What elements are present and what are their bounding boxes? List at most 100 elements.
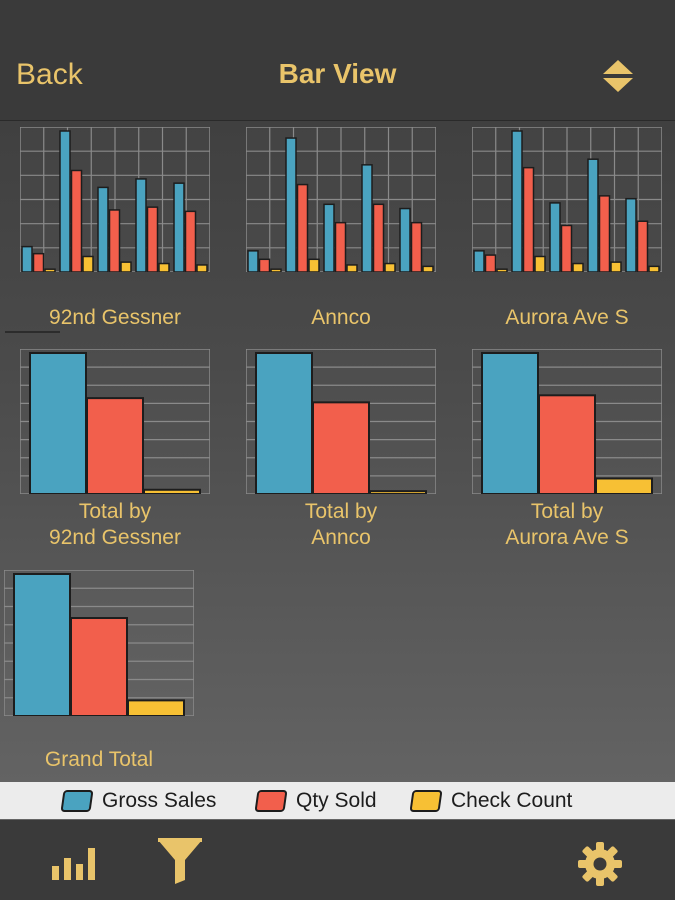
bar-gross-sales [255, 352, 313, 494]
bar-gross-sales [511, 130, 523, 272]
bar-qty-sold [258, 258, 271, 272]
bar-qty-sold [560, 224, 573, 272]
bar-qty-sold [108, 209, 121, 272]
selection-underline [5, 331, 60, 333]
bar-qty-sold [296, 183, 309, 272]
bar-check-count [610, 261, 622, 272]
bar-check-count [384, 262, 396, 272]
bar-gross-sales [29, 352, 87, 494]
chart-label: Aurora Ave S [472, 305, 662, 331]
bar-check-count [369, 490, 427, 494]
legend-label: Check Count [451, 788, 573, 812]
chart-label: Annco [246, 305, 436, 331]
bar-gross-sales [247, 250, 259, 272]
legend-swatch-gross-sales [60, 789, 94, 812]
bar-chart [20, 349, 210, 494]
chart-label-line: Total by [530, 500, 604, 523]
chart-label: Total by Aurora Ave S [472, 499, 662, 551]
bar-check-count [422, 265, 434, 272]
bar-qty-sold [484, 254, 497, 272]
gear-icon[interactable] [576, 840, 624, 888]
chart-label-line: Annco [311, 306, 371, 329]
legend: Gross Sales Qty Sold Check Count [0, 782, 675, 819]
bar-qty-sold [86, 397, 144, 494]
chart-label-line: 92nd Gessner [49, 526, 181, 549]
chart-label-line: 92nd Gessner [49, 306, 181, 329]
chart-label: 92nd Gessner [20, 305, 210, 331]
navigation-bar: Back Bar View [0, 0, 675, 121]
chart-label: Total by Annco [246, 499, 436, 551]
bar-qty-sold [522, 166, 535, 272]
bar-gross-sales [361, 164, 373, 272]
bar-qty-sold [32, 252, 45, 272]
bar-qty-sold [636, 220, 649, 272]
bar-qty-sold [184, 210, 197, 272]
chart-label-line: Total by [304, 500, 378, 523]
bar-gross-sales [21, 245, 33, 272]
bar-chart [246, 349, 436, 494]
bar-check-count [308, 258, 320, 272]
chart-cell[interactable]: Total by Aurora Ave S [472, 349, 662, 559]
legend-item-qty-sold: Qty Sold [254, 782, 377, 819]
bar-check-count [120, 261, 132, 272]
bar-check-count [270, 268, 282, 272]
bar-qty-sold [312, 401, 370, 494]
bar-chart-icon[interactable] [50, 844, 100, 880]
page-title: Bar View [278, 58, 397, 89]
bar-qty-sold [70, 169, 83, 272]
bar-check-count [346, 264, 358, 272]
legend-item-gross-sales: Gross Sales [60, 782, 217, 819]
bar-gross-sales [13, 573, 71, 716]
bar-qty-sold [598, 195, 611, 272]
bar-chart [20, 127, 210, 272]
bar-check-count [534, 255, 546, 272]
bar-qty-sold [146, 206, 159, 272]
chart-label: Total by 92nd Gessner [20, 499, 210, 551]
bar-check-count [127, 699, 185, 716]
back-button[interactable]: Back [16, 58, 83, 91]
legend-label: Gross Sales [102, 788, 217, 812]
chart-cell[interactable]: Grand Total [4, 570, 194, 807]
chart-label-line: Annco [311, 526, 371, 549]
chart-cell[interactable]: Total by Annco [246, 349, 436, 559]
bar-gross-sales [323, 203, 335, 272]
bar-gross-sales [97, 186, 109, 272]
bar-qty-sold [538, 394, 596, 494]
bar-qty-sold [372, 203, 385, 272]
chart-cell[interactable]: Aurora Ave S [472, 127, 662, 365]
chart-cell[interactable]: Total by 92nd Gessner [20, 349, 210, 559]
bar-gross-sales [285, 137, 297, 272]
bar-check-count [648, 265, 660, 272]
chart-label-line: Total by [78, 500, 152, 523]
bar-check-count [143, 488, 201, 494]
bar-chart [472, 127, 662, 272]
bar-qty-sold [410, 221, 423, 272]
legend-item-check-count: Check Count [409, 782, 573, 819]
chart-label-line: Aurora Ave S [505, 526, 629, 549]
bar-chart [246, 127, 436, 272]
sort-updown-icon[interactable] [600, 58, 636, 94]
legend-label: Qty Sold [296, 788, 377, 812]
bar-check-count [158, 262, 170, 272]
filter-funnel-icon[interactable] [158, 838, 202, 884]
bar-gross-sales [625, 197, 637, 272]
chart-label: Grand Total [4, 747, 194, 773]
bar-gross-sales [481, 352, 539, 494]
bar-check-count [44, 268, 56, 272]
bar-check-count [196, 264, 208, 272]
bar-check-count [82, 255, 94, 272]
bar-gross-sales [173, 182, 185, 272]
chart-cell[interactable]: 92nd Gessner [20, 127, 210, 365]
bar-gross-sales [473, 250, 485, 272]
bottom-toolbar [0, 820, 675, 900]
legend-swatch-check-count [409, 789, 443, 812]
bar-qty-sold [334, 221, 347, 272]
bar-gross-sales [59, 130, 71, 272]
bar-gross-sales [135, 178, 147, 272]
bar-qty-sold [70, 617, 128, 716]
legend-swatch-qty-sold [254, 789, 288, 812]
bar-check-count [496, 268, 508, 272]
chart-cell[interactable]: Annco [246, 127, 436, 365]
bar-gross-sales [399, 207, 411, 272]
chart-label-line: Grand Total [44, 748, 154, 771]
